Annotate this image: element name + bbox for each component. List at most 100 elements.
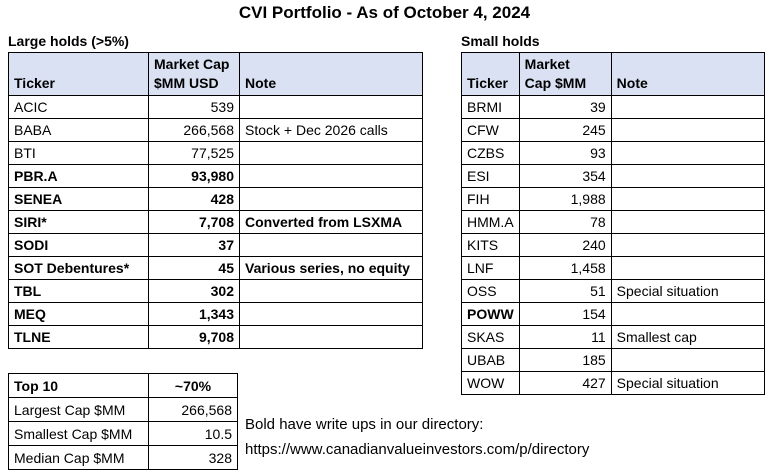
table-row: SODI 37 [8,233,423,257]
ticker-cell: SENEA [8,187,149,211]
table-row: ESI 354 [461,164,765,188]
note-cell [239,95,423,119]
note-cell [239,187,423,211]
summary-label-cell: Top 10 [8,373,149,398]
note-cell [610,348,765,372]
market-cap-cell: 78 [518,210,612,234]
table-row: UBAB 185 [461,348,765,372]
market-cap-cell: 1,343 [148,302,240,326]
market-cap-cell: 77,525 [148,141,240,165]
table-row: SKAS 11 Smallest cap [461,325,765,349]
ticker-cell: LNF [461,256,520,280]
note-cell [239,279,423,303]
summary-label-cell: Smallest Cap $MM [8,421,149,446]
summary-table: Top 10 ~70% Largest Cap $MM 266,568 Smallest… [8,373,238,470]
market-cap-cell: 93,980 [148,164,240,188]
table-row: CZBS 93 [461,141,765,165]
ticker-cell: FIH [461,187,520,211]
summary-value-cell: 328 [148,445,238,470]
ticker-cell: OSS [461,279,520,303]
market-cap-cell: 11 [518,325,612,349]
market-cap-cell: 37 [148,233,240,257]
market-cap-cell: 7,708 [148,210,240,234]
summary-body: Top 10 ~70% Largest Cap $MM 266,568 Smallest… [8,373,238,470]
large-holds-header: Ticker Market Cap $MM USD Note [8,52,423,96]
note-cell: Special situation [610,279,765,303]
note-cell [610,302,765,326]
market-cap-cell: 1,988 [518,187,612,211]
table-row: PBR.A 93,980 [8,164,423,188]
market-cap-cell: 427 [518,371,612,395]
page-title: CVI Portfolio - As of October 4, 2024 [238,3,531,22]
column-header: Market Cap $MM [518,52,612,96]
market-cap-cell: 1,458 [518,256,612,280]
market-cap-cell: 51 [518,279,612,303]
market-cap-cell: 354 [518,164,612,188]
market-cap-cell: 185 [518,348,612,372]
footer-note-line: Bold have write ups in our directory: [245,416,484,433]
note-cell: Stock + Dec 2026 calls [239,118,423,142]
table-row: Smallest Cap $MM 10.5 [8,421,238,446]
table-row: HMM.A 78 [461,210,765,234]
note-cell [239,141,423,165]
ticker-cell: ESI [461,164,520,188]
ticker-cell: SIRI* [8,210,149,234]
table-row: WOW 427 Special situation [461,371,765,395]
ticker-cell: PBR.A [8,164,149,188]
ticker-cell: KITS [461,233,520,257]
small-holds-body: BRMI 39 CFW 245 CZBS 93 ESI 354 FIH 1,988 HMM.A 78 K… [461,95,765,395]
summary-label-cell: Median Cap $MM [8,445,149,470]
note-cell [610,210,765,234]
table-row: BRMI 39 [461,95,765,119]
note-cell [610,256,765,280]
table-row: Median Cap $MM 328 [8,445,238,470]
header-row: Ticker Market Cap $MM Note [461,52,765,96]
directory-url[interactable]: https://www.canadianvalueinvestors.com/p… [245,441,590,458]
summary-value-cell: ~70% [148,373,238,398]
note-cell [239,325,423,349]
ticker-cell: TBL [8,279,149,303]
column-header: Note [239,52,423,96]
ticker-cell: BRMI [461,95,520,119]
table-row: TBL 302 [8,279,423,303]
market-cap-cell: 240 [518,233,612,257]
ticker-cell: CZBS [461,141,520,165]
ticker-cell: BABA [8,118,149,142]
note-cell [610,233,765,257]
large-holds-body: ACIC 539 BABA 266,568 Stock + Dec 2026 calls… [8,95,423,349]
ticker-cell: SODI [8,233,149,257]
table-row: OSS 51 Special situation [461,279,765,303]
table-row: CFW 245 [461,118,765,142]
table-row: LNF 1,458 [461,256,765,280]
note-cell: Smallest cap [610,325,765,349]
large-holds-table: Ticker Market Cap $MM USD Note ACIC 539 BABA 2… [8,52,423,349]
column-header: Ticker [461,52,520,96]
ticker-cell: UBAB [461,348,520,372]
table-row: ACIC 539 [8,95,423,119]
ticker-cell: SKAS [461,325,520,349]
note-cell [610,118,765,142]
ticker-cell: ACIC [8,95,149,119]
table-row: MEQ 1,343 [8,302,423,326]
table-row: SIRI* 7,708 Converted from LSXMA [8,210,423,234]
summary-value-cell: 10.5 [148,421,238,446]
market-cap-cell: 266,568 [148,118,240,142]
note-cell [239,302,423,326]
market-cap-cell: 302 [148,279,240,303]
table-row: KITS 240 [461,233,765,257]
market-cap-cell: 245 [518,118,612,142]
ticker-cell: BTI [8,141,149,165]
column-header: Market Cap $MM USD [148,52,240,96]
market-cap-cell: 428 [148,187,240,211]
table-row: POWW 154 [461,302,765,326]
ticker-cell: CFW [461,118,520,142]
note-cell: Converted from LSXMA [239,210,423,234]
table-row: TLNE 9,708 [8,325,423,349]
table-row: SENEA 428 [8,187,423,211]
large-holds-label: Large holds (>5%) [8,33,129,49]
market-cap-cell: 9,708 [148,325,240,349]
table-row: BABA 266,568 Stock + Dec 2026 calls [8,118,423,142]
summary-value-cell: 266,568 [148,397,238,422]
ticker-cell: MEQ [8,302,149,326]
note-cell: Special situation [610,371,765,395]
